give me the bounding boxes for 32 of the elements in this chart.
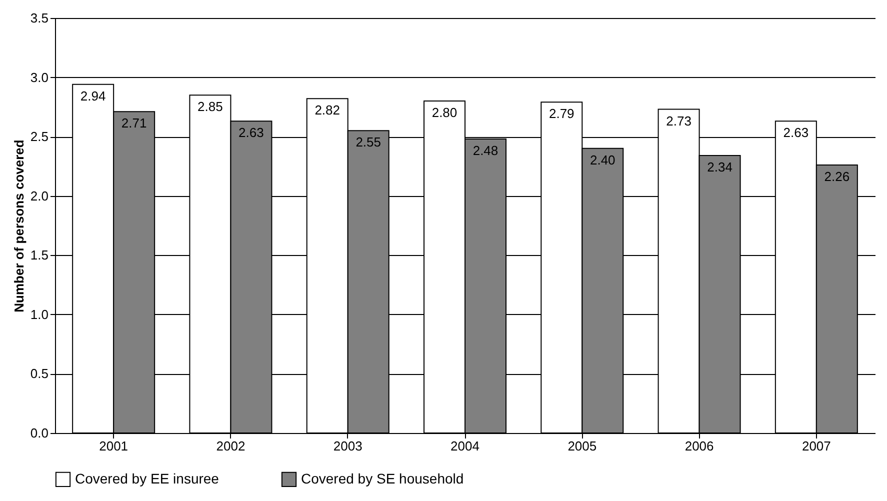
data-label: 2.85	[198, 99, 223, 114]
x-tick-label: 2006	[684, 438, 714, 454]
y-axis-title: Number of persons covered	[11, 140, 26, 312]
x-tick-label: 2002	[216, 438, 246, 454]
data-label: 2.63	[238, 125, 264, 140]
data-label: 2.63	[783, 125, 809, 140]
y-tick-label: 1.5	[30, 248, 48, 263]
x-tick-label: 2003	[333, 438, 362, 454]
x-tick-label: 2005	[568, 438, 597, 454]
y-tick-label: 2.0	[30, 188, 48, 204]
y-tick-label: 1.0	[30, 306, 48, 322]
data-label: 2.79	[548, 106, 574, 122]
data-label: 2.94	[80, 88, 106, 104]
y-tick-label: 0.0	[30, 426, 48, 440]
legend-label: Covered by SE household	[301, 470, 464, 486]
y-tick-label: 3.5	[30, 10, 48, 26]
data-label: 2.71	[121, 116, 147, 131]
data-label: 2.48	[472, 142, 498, 158]
y-tick-label: 0.5	[30, 366, 48, 382]
data-label: 2.82	[314, 102, 340, 118]
legend-label: Covered by EE insuree	[75, 470, 220, 486]
x-tick-label: 2007	[802, 438, 831, 454]
x-tick-label: 2004	[450, 438, 480, 454]
y-tick-label: 2.5	[30, 129, 48, 144]
data-label: 2.40	[590, 152, 616, 168]
data-label: 2.55	[356, 134, 382, 150]
data-label: 2.34	[707, 160, 732, 175]
data-label: 2.73	[666, 113, 692, 128]
data-label: 2.26	[824, 169, 850, 184]
data-label: 2.80	[432, 105, 458, 120]
y-tick-label: 3.0	[30, 70, 48, 85]
x-tick-label: 2001	[99, 438, 128, 454]
